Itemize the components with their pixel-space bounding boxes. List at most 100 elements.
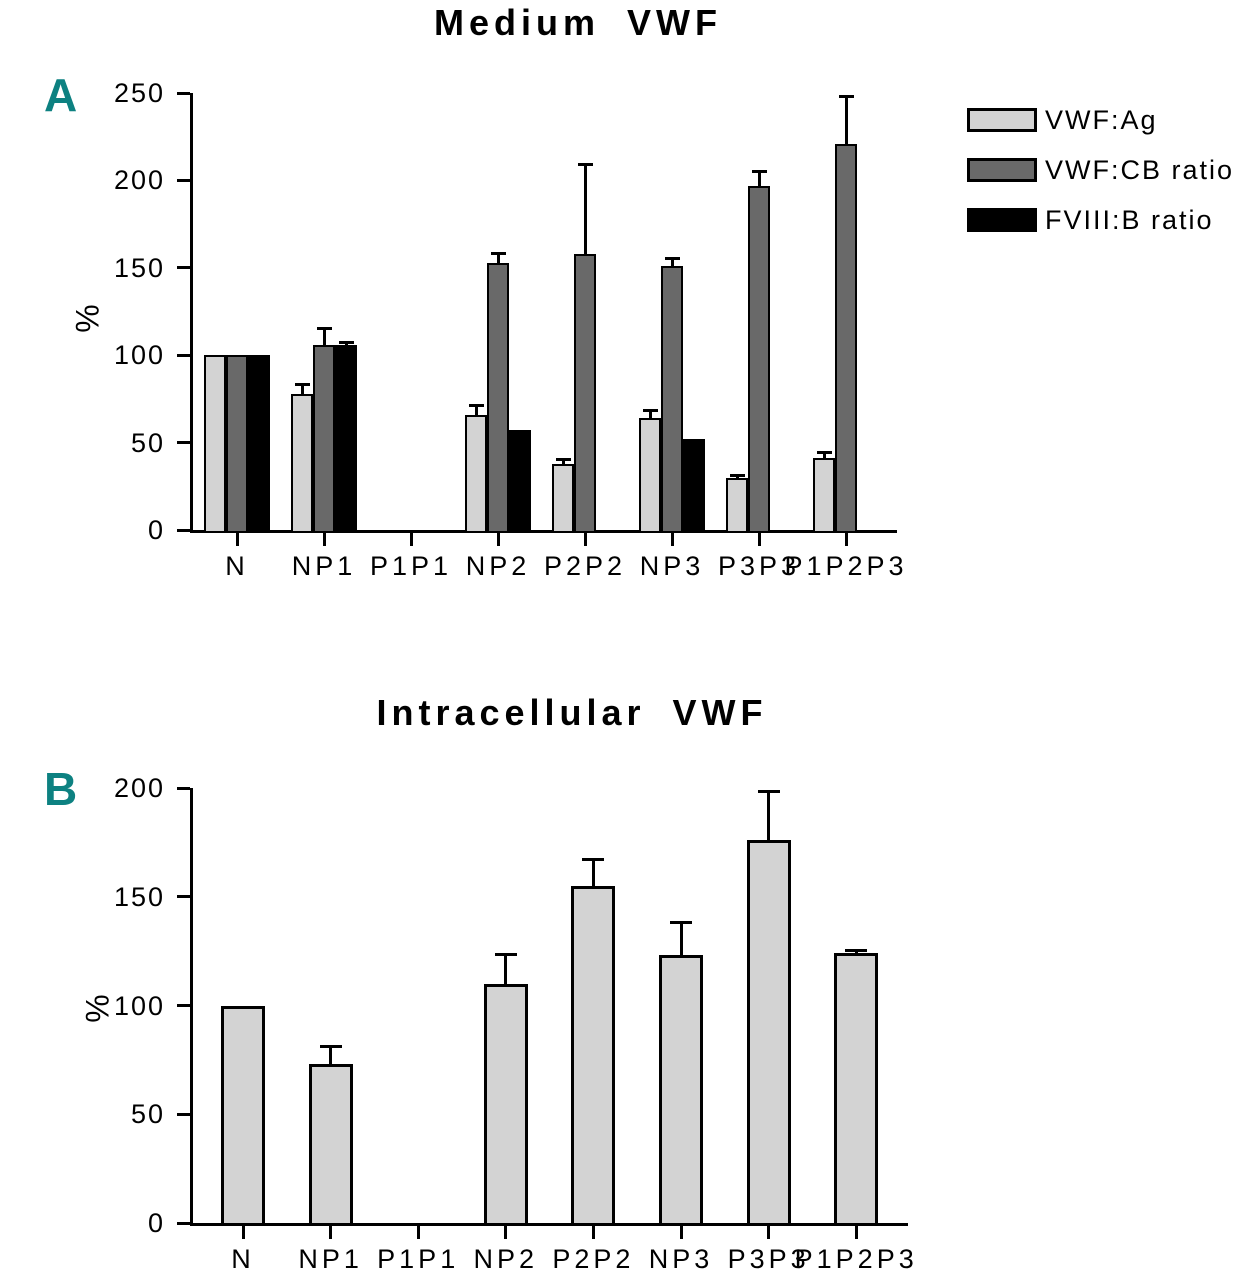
bar-vwf-ag-np1 (291, 393, 313, 533)
panel-a-label: A (44, 69, 78, 121)
bar-vwf-ag-p3p3 (746, 840, 791, 1226)
x-tick-mark (854, 1226, 858, 1239)
x-tick-label: P1P2P3 (784, 551, 908, 581)
x-tick-label: P1P2P3 (794, 1244, 918, 1274)
error-bar-cap (555, 458, 571, 462)
bar-vwf-ag-p1p2p3 (813, 458, 835, 533)
bar-vwf-cb-ratio-np3 (661, 266, 683, 533)
error-bar-cap (582, 857, 605, 861)
x-tick-label: N (231, 1244, 255, 1274)
y-tick-label: 150 (113, 881, 165, 912)
x-tick-mark (409, 533, 413, 546)
y-axis-line (190, 788, 193, 1226)
legend-label: VWF:Ag (1045, 105, 1158, 135)
error-bar-line (300, 383, 304, 394)
error-bar-cap (577, 162, 593, 166)
chart-b-title: Intracellular VWF (376, 692, 768, 733)
x-tick-mark (329, 1226, 333, 1239)
y-axis-line (190, 93, 193, 533)
error-bar-cap (816, 451, 832, 455)
bar-vwf-cb-ratio-np1 (313, 344, 335, 533)
bar-fviii-b-ratio-np1 (335, 344, 357, 533)
x-tick-label: P3P3 (717, 551, 801, 581)
y-tick-mark (177, 266, 190, 270)
y-tick-mark (177, 441, 190, 445)
x-tick-label: P2P2 (552, 1244, 635, 1274)
x-tick-label: P1P1 (369, 551, 453, 581)
x-tick-label: NP3 (648, 1244, 714, 1274)
y-tick-label: 0 (147, 1208, 165, 1238)
y-tick-label: 100 (113, 990, 165, 1021)
bar-vwf-cb-ratio-p1p2p3 (835, 143, 857, 533)
x-axis-line (190, 530, 897, 533)
error-bar-line (844, 94, 848, 144)
bar-fviii-b-ratio-np2 (509, 430, 531, 533)
x-tick-mark (670, 533, 674, 546)
error-bar-cap (838, 94, 854, 98)
y-tick-mark (177, 1221, 190, 1225)
legend-swatch-fviii-b-ratio (967, 208, 1037, 232)
error-bar-line (670, 257, 674, 267)
x-tick-mark (591, 1226, 595, 1239)
y-tick-label: 200 (113, 165, 165, 196)
bar-vwf-ag-p2p2 (552, 463, 574, 533)
x-tick-mark (416, 1226, 420, 1239)
bar-vwf-cb-ratio-n (226, 355, 248, 533)
y-tick-label: 50 (130, 427, 165, 458)
bar-vwf-cb-ratio-np2 (487, 262, 509, 533)
x-tick-label: NP3 (639, 551, 705, 581)
x-tick-label: P1P1 (377, 1244, 460, 1274)
y-tick-label: 250 (113, 78, 165, 108)
y-tick-mark (177, 178, 190, 182)
y-tick-mark (177, 786, 190, 790)
error-bar-cap (757, 790, 780, 794)
error-bar-line (648, 409, 652, 419)
error-bar-line (504, 953, 508, 984)
error-bar-line (583, 162, 587, 254)
x-tick-mark (496, 533, 500, 546)
y-tick-mark (177, 91, 190, 95)
bar-fviii-b-ratio-np3 (683, 439, 705, 533)
error-bar-line (474, 404, 478, 415)
error-bar-cap (294, 383, 310, 387)
x-tick-mark (844, 533, 848, 546)
error-bar-cap (642, 409, 658, 413)
error-bar-cap (845, 948, 868, 952)
y-tick-label: 0 (147, 515, 165, 545)
x-tick-mark (504, 1226, 508, 1239)
x-tick-label: N (225, 551, 249, 581)
legend-swatch-vwf-cb-ratio (967, 158, 1037, 182)
error-bar-cap (490, 252, 506, 256)
x-tick-mark (767, 1226, 771, 1239)
bar-vwf-ag-p1p2p3 (834, 953, 879, 1226)
error-bar-cap (338, 341, 354, 345)
error-bar-cap (729, 474, 745, 478)
x-tick-mark (757, 533, 761, 546)
bar-vwf-ag-p2p2 (571, 885, 616, 1226)
bar-vwf-cb-ratio-p2p2 (574, 253, 596, 533)
x-tick-label: NP2 (473, 1244, 539, 1274)
bar-fviii-b-ratio-n (248, 355, 270, 533)
chart-a-legend: VWF:Ag VWF:CB ratio FVIII:B ratio (967, 105, 1232, 235)
bar-vwf-ag-np3 (639, 418, 661, 533)
x-tick-mark (235, 533, 239, 546)
y-tick-mark (177, 1004, 190, 1007)
y-tick-mark (177, 353, 190, 357)
x-tick-label: NP1 (291, 551, 357, 581)
y-tick-mark (177, 895, 190, 899)
error-bar-line (679, 920, 683, 956)
error-bar-line (591, 857, 595, 886)
error-bar-cap (316, 327, 332, 331)
error-bar-line (496, 252, 500, 263)
bar-vwf-ag-np3 (659, 955, 703, 1226)
chart-a-title: Medium VWF (434, 2, 722, 43)
error-bar-line (822, 451, 826, 459)
x-tick-label: P3P3 (727, 1244, 810, 1274)
error-bar-cap (319, 1044, 342, 1048)
x-tick-mark (583, 533, 587, 546)
error-bar-cap (751, 169, 767, 173)
legend-swatch-vwf-ag (967, 108, 1037, 132)
bar-vwf-ag-np2 (483, 983, 528, 1226)
y-tick-label: 100 (113, 340, 165, 371)
